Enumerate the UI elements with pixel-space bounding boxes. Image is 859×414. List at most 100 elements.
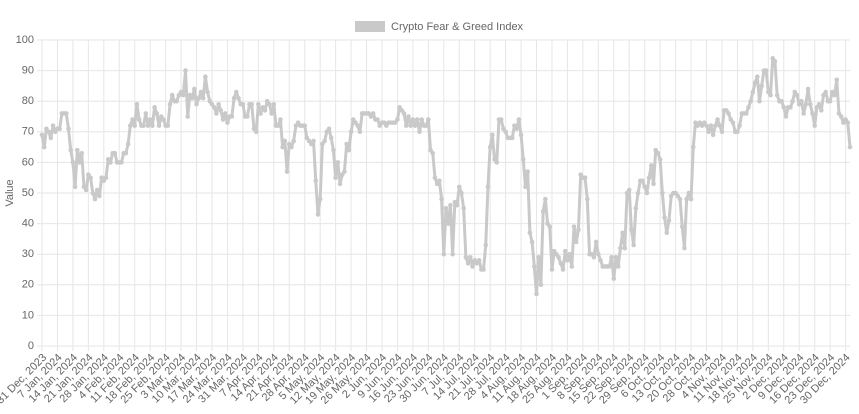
data-point: [845, 120, 851, 125]
data-point: [593, 239, 599, 245]
data-point: [401, 111, 407, 116]
data-point: [737, 123, 742, 128]
data-point: [827, 98, 833, 104]
data-point: [819, 108, 824, 113]
data-point: [812, 123, 817, 128]
data-point: [503, 129, 508, 135]
data-point: [783, 114, 789, 119]
data-point: [430, 150, 436, 156]
data-point: [165, 123, 171, 128]
data-point: [467, 254, 473, 260]
data-point: [750, 89, 756, 95]
data-point: [395, 117, 400, 122]
data-point: [302, 123, 308, 128]
data-point: [677, 196, 683, 202]
data-point: [569, 264, 575, 269]
legend-swatch: [355, 21, 385, 32]
data-point: [547, 224, 553, 229]
data-point: [823, 89, 829, 95]
data-point: [267, 101, 272, 107]
y-tick-label: 30: [22, 248, 34, 260]
data-point: [609, 254, 614, 260]
data-point: [328, 135, 334, 141]
data-point: [719, 129, 725, 135]
data-point: [465, 261, 471, 266]
data-point: [576, 227, 581, 233]
data-point: [534, 291, 539, 297]
data-point: [540, 209, 546, 214]
data-point: [847, 144, 853, 150]
data-point: [322, 138, 327, 144]
data-point: [715, 117, 720, 122]
data-point: [779, 98, 784, 104]
data-point: [331, 147, 336, 153]
y-tick-label: 100: [16, 34, 34, 46]
data-point: [128, 123, 133, 128]
data-point: [134, 101, 140, 107]
data-point: [704, 123, 709, 128]
data-point: [289, 144, 294, 150]
data-point: [772, 59, 778, 64]
data-point: [48, 135, 54, 141]
data-point: [225, 120, 230, 125]
data-point: [313, 178, 319, 184]
data-point: [509, 135, 515, 141]
data-point: [560, 267, 566, 272]
data-point: [651, 181, 656, 187]
data-point: [832, 92, 837, 98]
data-point: [75, 147, 80, 153]
data-point: [445, 221, 451, 226]
y-tick-label: 10: [22, 309, 34, 321]
data-point: [626, 187, 632, 193]
data-point: [754, 74, 760, 80]
data-point: [335, 160, 341, 165]
data-point: [284, 169, 290, 174]
data-point: [183, 68, 188, 73]
data-point: [713, 123, 718, 128]
data-point: [516, 117, 522, 122]
data-point: [249, 101, 255, 107]
data-point: [816, 101, 822, 107]
data-point: [649, 163, 654, 168]
data-point: [807, 101, 813, 107]
data-point: [763, 68, 769, 73]
data-point: [443, 206, 449, 211]
y-axis-label: Value: [4, 179, 16, 206]
data-point: [781, 105, 787, 110]
data-point: [631, 242, 636, 248]
data-point: [439, 196, 444, 202]
data-point: [132, 123, 138, 128]
data-point: [236, 95, 241, 101]
data-point: [432, 175, 438, 180]
data-point: [403, 123, 409, 128]
data-point: [487, 144, 493, 150]
data-point: [423, 123, 429, 128]
data-point: [536, 254, 542, 260]
data-point: [598, 258, 603, 263]
data-point: [532, 264, 537, 269]
data-point: [147, 117, 153, 122]
data-point: [461, 206, 466, 211]
data-point: [68, 147, 73, 153]
data-point: [730, 120, 736, 125]
data-point: [90, 190, 96, 196]
data-point: [419, 117, 425, 122]
data-point: [556, 254, 561, 260]
data-point: [112, 150, 118, 156]
data-point: [746, 105, 751, 110]
data-point: [282, 138, 288, 144]
data-point: [154, 111, 160, 116]
data-point: [77, 160, 82, 165]
data-point: [757, 98, 762, 104]
data-point: [615, 264, 621, 269]
data-point: [748, 98, 753, 104]
data-point: [280, 144, 285, 150]
data-point: [567, 251, 572, 257]
data-point: [810, 111, 815, 116]
data-point: [57, 126, 62, 132]
data-point: [256, 101, 261, 107]
data-point: [441, 251, 447, 257]
data-point: [622, 245, 628, 251]
data-point: [752, 80, 758, 86]
